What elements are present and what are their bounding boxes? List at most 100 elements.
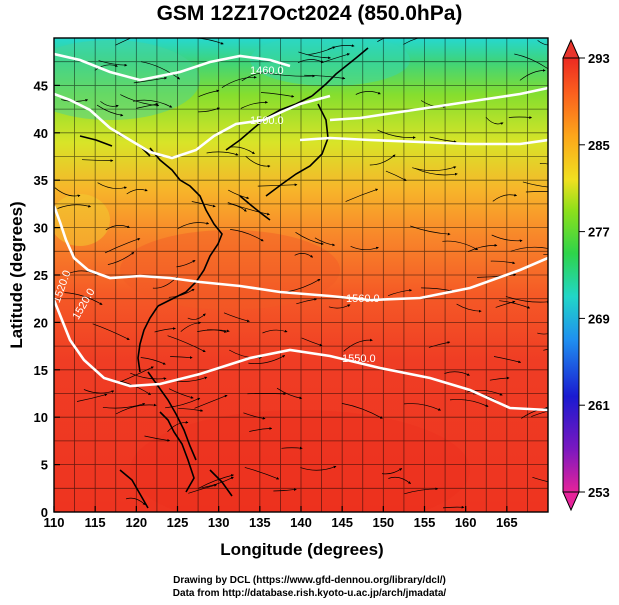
streamline: [300, 465, 337, 471]
streamline: [115, 403, 157, 415]
streamline: [104, 237, 141, 254]
streamline: [429, 136, 457, 144]
x-tick-label: 125: [167, 515, 189, 530]
streamline: [543, 349, 548, 351]
streamline: [140, 357, 166, 365]
streamline: [350, 245, 379, 250]
streamline: [499, 300, 531, 309]
streamline: [327, 44, 355, 50]
footer-credit-data: Data from http://database.rish.kyoto-u.a…: [172, 588, 447, 599]
streamline: [243, 412, 266, 420]
streamline: [221, 75, 257, 88]
streamline: [466, 389, 503, 396]
streamline: [57, 204, 92, 209]
streamline: [428, 341, 451, 348]
streamline: [343, 338, 373, 352]
streamline: [415, 168, 458, 176]
streamline: [345, 188, 379, 202]
streamline: [97, 182, 127, 190]
streamline: [165, 397, 201, 409]
contour-label: 1460.0: [250, 65, 284, 77]
x-tick-label: 160: [455, 515, 477, 530]
streamline: [495, 300, 516, 308]
streamline: [531, 410, 548, 417]
streamline: [136, 102, 159, 109]
streamline: [341, 403, 383, 419]
y-axis-ticks: 0 5 10 15 20 25 30 35 40 45: [34, 78, 60, 520]
streamline: [194, 394, 228, 409]
colorbar-tick-label: 277: [588, 225, 610, 240]
streamline: [249, 427, 273, 432]
streamline: [180, 321, 202, 332]
streamline: [228, 189, 250, 200]
streamline: [248, 355, 286, 364]
streamline: [167, 335, 206, 353]
streamline: [442, 240, 479, 251]
streamline: [298, 51, 331, 60]
streamline: [64, 292, 103, 305]
streamline: [314, 237, 336, 247]
streamline: [144, 435, 171, 442]
x-tick-label: 165: [496, 515, 518, 530]
wind-streamlines: [54, 38, 548, 509]
streamline: [100, 101, 119, 108]
streamline: [126, 188, 148, 195]
x-tick-label: 150: [372, 515, 394, 530]
streamline: [281, 446, 303, 450]
streamline: [227, 202, 270, 216]
streamline: [81, 159, 114, 162]
streamline: [188, 484, 218, 494]
footer-credit-drawing: Drawing by DCL (https://www.gfd-dennou.o…: [173, 575, 446, 586]
map-field: 1560.0 1550.0 1520.0 1520.0 1460.0 1500.…: [54, 38, 548, 512]
y-tick-label: 30: [34, 221, 48, 236]
streamline: [130, 372, 167, 381]
colorbar: 293 285 277 269 261 253: [562, 38, 610, 512]
streamline: [170, 356, 193, 359]
streamline: [387, 288, 413, 297]
streamline: [167, 420, 189, 432]
streamline: [404, 487, 439, 495]
streamline: [94, 64, 118, 71]
y-tick-label: 35: [34, 173, 48, 188]
streamline: [468, 243, 498, 252]
y-tick-label: 40: [34, 126, 48, 141]
streamline: [115, 38, 132, 46]
streamline: [456, 303, 482, 313]
x-tick-label: 135: [249, 515, 271, 530]
streamline: [133, 99, 173, 108]
height-contours: [54, 52, 548, 412]
streamline: [102, 402, 146, 409]
streamline: [294, 253, 314, 258]
x-tick-label: 155: [414, 515, 436, 530]
streamline: [477, 273, 517, 278]
streamline: [245, 156, 271, 168]
x-tick-label: 130: [208, 515, 230, 530]
colorbar-tick-label: 269: [588, 311, 610, 326]
streamline: [54, 187, 81, 198]
streamline: [244, 467, 280, 480]
streamline: [76, 393, 108, 402]
streamline: [491, 234, 523, 243]
streamline: [198, 474, 234, 489]
streamline: [449, 399, 489, 407]
streamline: [229, 349, 262, 360]
streamline: [403, 38, 420, 45]
colorbar-tick-label: 261: [588, 398, 610, 413]
colorbar-tick-label: 293: [588, 51, 610, 66]
x-tick-label: 145: [331, 515, 353, 530]
streamline: [177, 221, 210, 229]
y-tick-label: 25: [34, 268, 48, 283]
streamline: [492, 193, 518, 202]
streamline: [260, 92, 295, 98]
streamline: [521, 406, 548, 419]
streamline: [241, 71, 273, 82]
streamline: [230, 229, 264, 242]
streamline: [178, 407, 204, 412]
streamline: [176, 260, 196, 268]
chart-title: GSM 12Z17Oct2024 (850.0hPa): [156, 2, 463, 25]
streamline: [262, 329, 288, 334]
streamline: [328, 304, 351, 309]
streamline: [493, 356, 522, 364]
streamline: [377, 38, 387, 42]
